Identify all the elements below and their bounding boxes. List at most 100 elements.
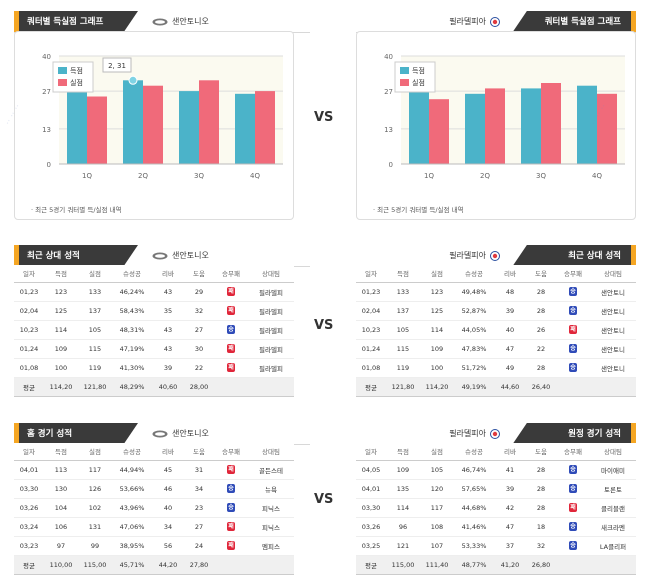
table-cell: 샌안토니 bbox=[590, 282, 636, 302]
left-quarter-note-text: 최근 5경기 쿼터별 득/실점 내역 bbox=[35, 206, 122, 214]
table-cell: 99 bbox=[78, 536, 112, 556]
concede-bar bbox=[255, 91, 275, 164]
table-cell: 필라델피 bbox=[248, 320, 294, 340]
table-cell: 120 bbox=[420, 479, 454, 499]
table-cell: 04,01 bbox=[356, 479, 386, 499]
table-row: 01,23 133 123 49,48% 48 28 승 샌안토니 bbox=[356, 282, 636, 302]
table-cell: 04,05 bbox=[356, 460, 386, 480]
concede-bar bbox=[429, 99, 449, 164]
left-quarter-chart-box: 0 13 27 40 1Q 2Q 3Q 4Q 득점 실점 2, 31 · 최근 5경기 쿼터별 득/… bbox=[14, 31, 294, 220]
win-badge: 승 bbox=[569, 465, 577, 474]
legend-label: 득점 bbox=[412, 67, 425, 75]
vs-label-1: VS bbox=[314, 110, 334, 125]
right-quarter-team: 필라델피아 bbox=[449, 11, 500, 33]
average-row: 평균 114,20 121,80 48,29% 40,60 28,00 bbox=[14, 377, 294, 397]
average-cell: 45,71% bbox=[112, 555, 152, 575]
table-cell: 105 bbox=[386, 320, 420, 340]
spurs-logo-icon bbox=[152, 252, 168, 260]
left-quarter-note: · 최근 5경기 쿼터별 득/실점 내역 bbox=[31, 206, 122, 214]
left-recent-table: 일자 득점 실점 슈성공 리바 도움 승무패 상대팀 01,23 123 133 46,24% 43 29… bbox=[14, 265, 294, 397]
column-header: 리바 bbox=[494, 265, 526, 283]
table-cell: 31 bbox=[184, 460, 214, 480]
table-cell: 107 bbox=[420, 536, 454, 556]
loss-badge: 패 bbox=[227, 363, 235, 372]
right-recent-team-name: 필라델피아 bbox=[449, 251, 486, 260]
table-cell: 34 bbox=[152, 517, 184, 537]
average-cell: 평균 bbox=[14, 377, 44, 397]
column-header: 도움 bbox=[526, 443, 556, 461]
score-bar bbox=[123, 80, 143, 164]
table-header-row: 일자 득점 실점 슈성공 리바 도움 승무패 상대팀 bbox=[14, 443, 294, 461]
concede-bar bbox=[87, 96, 107, 164]
table-cell: 24 bbox=[184, 536, 214, 556]
average-cell: 115,00 bbox=[78, 555, 112, 575]
vs-label-3: VS bbox=[314, 492, 334, 507]
table-cell: 119 bbox=[78, 358, 112, 378]
table-cell: 샌안토니 bbox=[590, 358, 636, 378]
table-cell: 44,68% bbox=[454, 498, 494, 518]
left-recent-team: 샌안토니오 bbox=[152, 245, 209, 267]
score-bar bbox=[465, 93, 485, 164]
result-cell: 패 bbox=[556, 498, 590, 518]
legend-label: 실점 bbox=[412, 78, 425, 87]
column-header: 리바 bbox=[152, 265, 184, 283]
average-cell bbox=[556, 555, 590, 575]
table-cell: 45 bbox=[152, 460, 184, 480]
table-cell: 필라델피 bbox=[248, 282, 294, 302]
legend-concede-swatch bbox=[400, 79, 409, 86]
table-cell: 106 bbox=[44, 517, 78, 537]
result-cell: 승 bbox=[556, 479, 590, 499]
table-header-row: 일자 득점 실점 슈성공 리바 도움 승무패 상대팀 bbox=[14, 265, 294, 283]
left-recent-team-name: 샌안토니오 bbox=[172, 251, 209, 260]
table-cell: 23 bbox=[184, 498, 214, 518]
table-cell: 115 bbox=[78, 339, 112, 359]
table-cell: 131 bbox=[78, 517, 112, 537]
table-cell: 피닉스 bbox=[248, 498, 294, 518]
right-venue-tab: 원정 경기 성적 bbox=[512, 423, 636, 445]
left-venue-team-name: 샌안토니오 bbox=[172, 429, 209, 438]
column-header: 실점 bbox=[420, 265, 454, 283]
table-cell: 113 bbox=[44, 460, 78, 480]
table-row: 03,26 104 102 43,96% 40 23 승 피닉스 bbox=[14, 498, 294, 518]
table-cell: 114 bbox=[44, 320, 78, 340]
table-cell: 필라델피 bbox=[248, 358, 294, 378]
table-cell: 48 bbox=[494, 282, 526, 302]
legend-concede-swatch bbox=[58, 79, 67, 86]
x-tick-label: 2Q bbox=[138, 172, 148, 180]
average-cell: 28,00 bbox=[184, 377, 214, 397]
table-cell: 53,33% bbox=[454, 536, 494, 556]
table-cell: 123 bbox=[44, 282, 78, 302]
table-cell: 01,08 bbox=[14, 358, 44, 378]
table-row: 02,04 125 137 58,43% 35 32 패 필라델피 bbox=[14, 301, 294, 321]
table-cell: 03,26 bbox=[356, 517, 386, 537]
table-cell: 114 bbox=[386, 498, 420, 518]
tooltip-box bbox=[102, 57, 132, 73]
column-header: 슈성공 bbox=[112, 265, 152, 283]
table-cell: 115 bbox=[386, 339, 420, 359]
column-header: 상대팀 bbox=[248, 443, 294, 461]
table-cell: 10,23 bbox=[14, 320, 44, 340]
vs-label-2: VS bbox=[314, 318, 334, 333]
table-cell: 109 bbox=[44, 339, 78, 359]
concede-bar bbox=[597, 93, 617, 164]
y-tick-label: 13 bbox=[42, 126, 51, 134]
table-cell: 22 bbox=[184, 358, 214, 378]
table-cell: 96 bbox=[386, 517, 420, 537]
table-row: 03,30 114 117 44,68% 42 28 패 클리블랜 bbox=[356, 498, 636, 518]
x-tick-label: 4Q bbox=[592, 172, 602, 180]
right-venue-team: 필라델피아 bbox=[449, 423, 500, 445]
x-tick-label: 4Q bbox=[250, 172, 260, 180]
average-cell: 114,20 bbox=[44, 377, 78, 397]
table-cell: 18 bbox=[526, 517, 556, 537]
table-cell: 47 bbox=[494, 339, 526, 359]
y-tick-label: 27 bbox=[42, 88, 51, 96]
table-cell: 40 bbox=[152, 498, 184, 518]
column-header: 득점 bbox=[386, 265, 420, 283]
table-cell: 샌안토니 bbox=[590, 301, 636, 321]
column-header: 슈성공 bbox=[454, 265, 494, 283]
left-recent-header: 최근 상대 성적 샌안토니오 bbox=[14, 245, 310, 267]
table-cell: LA클리퍼 bbox=[590, 536, 636, 556]
average-cell: 121,80 bbox=[386, 377, 420, 397]
column-header: 실점 bbox=[78, 443, 112, 461]
average-cell: 26,80 bbox=[526, 555, 556, 575]
